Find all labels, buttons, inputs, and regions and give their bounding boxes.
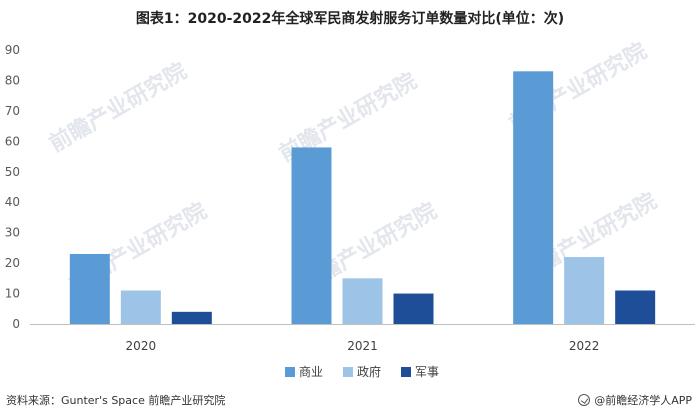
x-tick-label: 2022 xyxy=(569,339,600,353)
y-tick-label: 10 xyxy=(5,287,20,301)
legend-swatch xyxy=(401,367,411,377)
legend-label: 商业 xyxy=(299,364,323,379)
legend-swatch xyxy=(285,367,295,377)
bar-军事-2021 xyxy=(393,293,434,324)
brand-label: @前瞻经济学人APP xyxy=(594,394,692,407)
bar-商业-2022 xyxy=(513,71,554,324)
y-tick-label: 40 xyxy=(5,195,20,209)
y-tick-label: 90 xyxy=(5,43,20,57)
bar-商业-2021 xyxy=(291,147,332,324)
x-tick-label: 2020 xyxy=(126,339,157,353)
bar-军事-2020 xyxy=(171,311,212,324)
bar-政府-2020 xyxy=(120,290,161,324)
y-tick-label: 70 xyxy=(5,104,20,118)
bar-政府-2022 xyxy=(564,257,605,324)
brand-logo-icon xyxy=(578,394,591,406)
legend-label: 政府 xyxy=(357,364,381,379)
bar-军事-2022 xyxy=(615,290,656,324)
brand-credit: @前瞻经济学人APP xyxy=(578,392,692,408)
y-tick-label: 30 xyxy=(5,226,20,240)
bar-政府-2021 xyxy=(342,278,383,324)
y-tick-label: 80 xyxy=(5,73,20,87)
y-tick-label: 0 xyxy=(12,317,20,331)
chart-title: 图表1：2020-2022年全球军民商发射服务订单数量对比(单位：次) xyxy=(135,11,565,27)
x-tick-label: 2021 xyxy=(347,339,378,353)
y-tick-label: 50 xyxy=(5,165,20,179)
legend-swatch xyxy=(343,367,353,377)
legend-label: 军事 xyxy=(415,365,439,379)
y-tick-label: 60 xyxy=(5,134,20,148)
y-tick-label: 20 xyxy=(5,256,20,270)
source-note: 资料来源：Gunter's Space 前瞻产业研究院 xyxy=(6,394,226,407)
bar-商业-2020 xyxy=(69,253,110,324)
